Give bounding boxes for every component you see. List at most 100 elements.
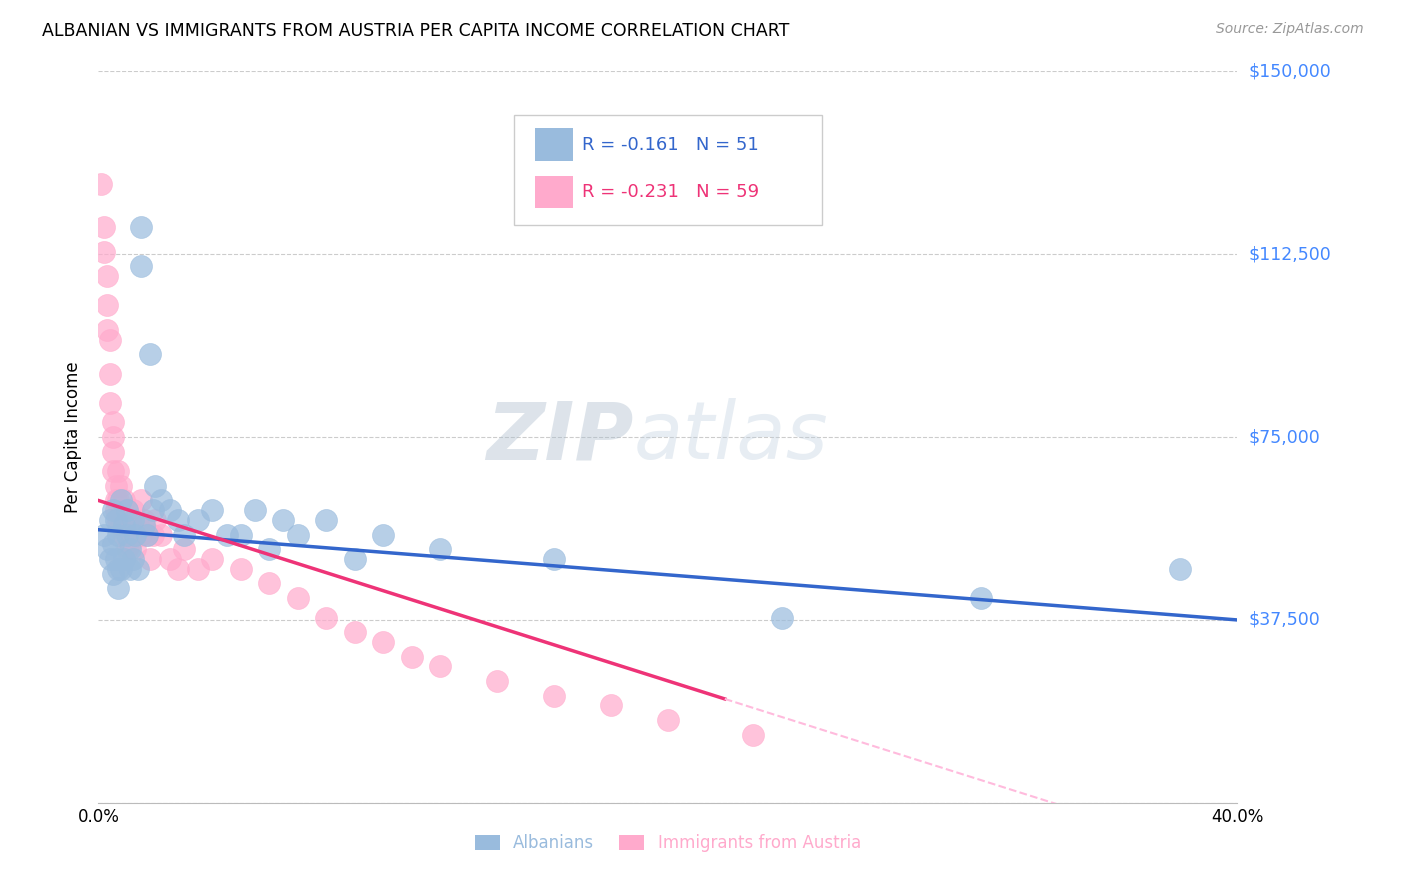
Point <box>229 562 252 576</box>
Y-axis label: Per Capita Income: Per Capita Income <box>65 361 83 513</box>
Point <box>173 527 195 541</box>
Point <box>315 513 337 527</box>
Point <box>970 591 993 605</box>
Point <box>112 527 135 541</box>
Point <box>107 464 129 478</box>
Legend: Albanians, Immigrants from Austria: Albanians, Immigrants from Austria <box>467 826 869 860</box>
Point <box>104 503 127 517</box>
Point <box>101 416 124 430</box>
Point <box>132 513 155 527</box>
Point <box>187 513 209 527</box>
Point <box>287 527 309 541</box>
Point <box>429 659 451 673</box>
Point <box>657 713 679 727</box>
Point <box>107 493 129 508</box>
FancyBboxPatch shape <box>534 176 574 208</box>
Point <box>104 479 127 493</box>
Point <box>343 552 366 566</box>
Point <box>343 625 366 640</box>
Text: $75,000: $75,000 <box>1249 428 1320 446</box>
Point <box>141 527 163 541</box>
Text: Source: ZipAtlas.com: Source: ZipAtlas.com <box>1216 22 1364 37</box>
Point <box>1170 562 1192 576</box>
Point <box>229 527 252 541</box>
Point <box>112 552 135 566</box>
Point <box>132 517 155 532</box>
Point <box>118 562 141 576</box>
Point <box>96 323 118 337</box>
Point <box>150 493 173 508</box>
Point <box>167 513 190 527</box>
Point <box>145 479 167 493</box>
Point <box>770 610 793 624</box>
Point <box>145 513 167 527</box>
Point <box>104 493 127 508</box>
Point <box>93 244 115 259</box>
Point <box>121 503 143 517</box>
Point <box>110 479 132 493</box>
Point <box>93 527 115 541</box>
Point <box>118 537 141 551</box>
Point <box>259 542 281 557</box>
Point <box>115 542 138 557</box>
Point <box>243 503 266 517</box>
Point <box>110 517 132 532</box>
Point <box>167 562 190 576</box>
Point <box>373 635 395 649</box>
Point <box>138 347 160 361</box>
Point <box>129 260 152 274</box>
Point <box>112 517 135 532</box>
Point <box>486 673 509 688</box>
Point <box>101 430 124 444</box>
Point <box>742 727 765 741</box>
Text: atlas: atlas <box>634 398 828 476</box>
Point <box>159 552 181 566</box>
Point <box>429 542 451 557</box>
Point <box>96 269 118 284</box>
Point <box>115 517 138 532</box>
Point <box>159 503 181 517</box>
Text: ZIP: ZIP <box>486 398 634 476</box>
FancyBboxPatch shape <box>515 115 821 225</box>
Point <box>118 513 141 527</box>
Point <box>401 649 423 664</box>
Point <box>110 562 132 576</box>
Point <box>101 566 124 581</box>
Point <box>90 177 112 191</box>
Point <box>135 527 157 541</box>
Point <box>101 444 124 458</box>
Point <box>121 513 143 527</box>
Point <box>150 527 173 541</box>
Point <box>135 527 157 541</box>
Point <box>112 493 135 508</box>
Point <box>98 552 121 566</box>
Text: R = -0.161   N = 51: R = -0.161 N = 51 <box>582 136 759 153</box>
Point <box>373 527 395 541</box>
Point <box>96 298 118 312</box>
Point <box>129 527 152 541</box>
Point <box>101 503 124 517</box>
Point <box>121 552 143 566</box>
Point <box>259 576 281 591</box>
Point <box>543 689 565 703</box>
Point <box>127 562 149 576</box>
Point <box>93 220 115 235</box>
Point <box>104 552 127 566</box>
Text: R = -0.231   N = 59: R = -0.231 N = 59 <box>582 183 759 201</box>
Point <box>121 527 143 541</box>
Point <box>101 464 124 478</box>
Point <box>215 527 238 541</box>
Point <box>107 527 129 541</box>
Point <box>315 610 337 624</box>
Point <box>118 542 141 557</box>
Point <box>127 517 149 532</box>
Point <box>104 513 127 527</box>
Point <box>129 493 152 508</box>
Text: $37,500: $37,500 <box>1249 611 1320 629</box>
Point <box>115 503 138 517</box>
Point <box>96 542 118 557</box>
Point <box>110 493 132 508</box>
Text: $112,500: $112,500 <box>1249 245 1331 263</box>
Point <box>98 396 121 410</box>
Point <box>101 537 124 551</box>
